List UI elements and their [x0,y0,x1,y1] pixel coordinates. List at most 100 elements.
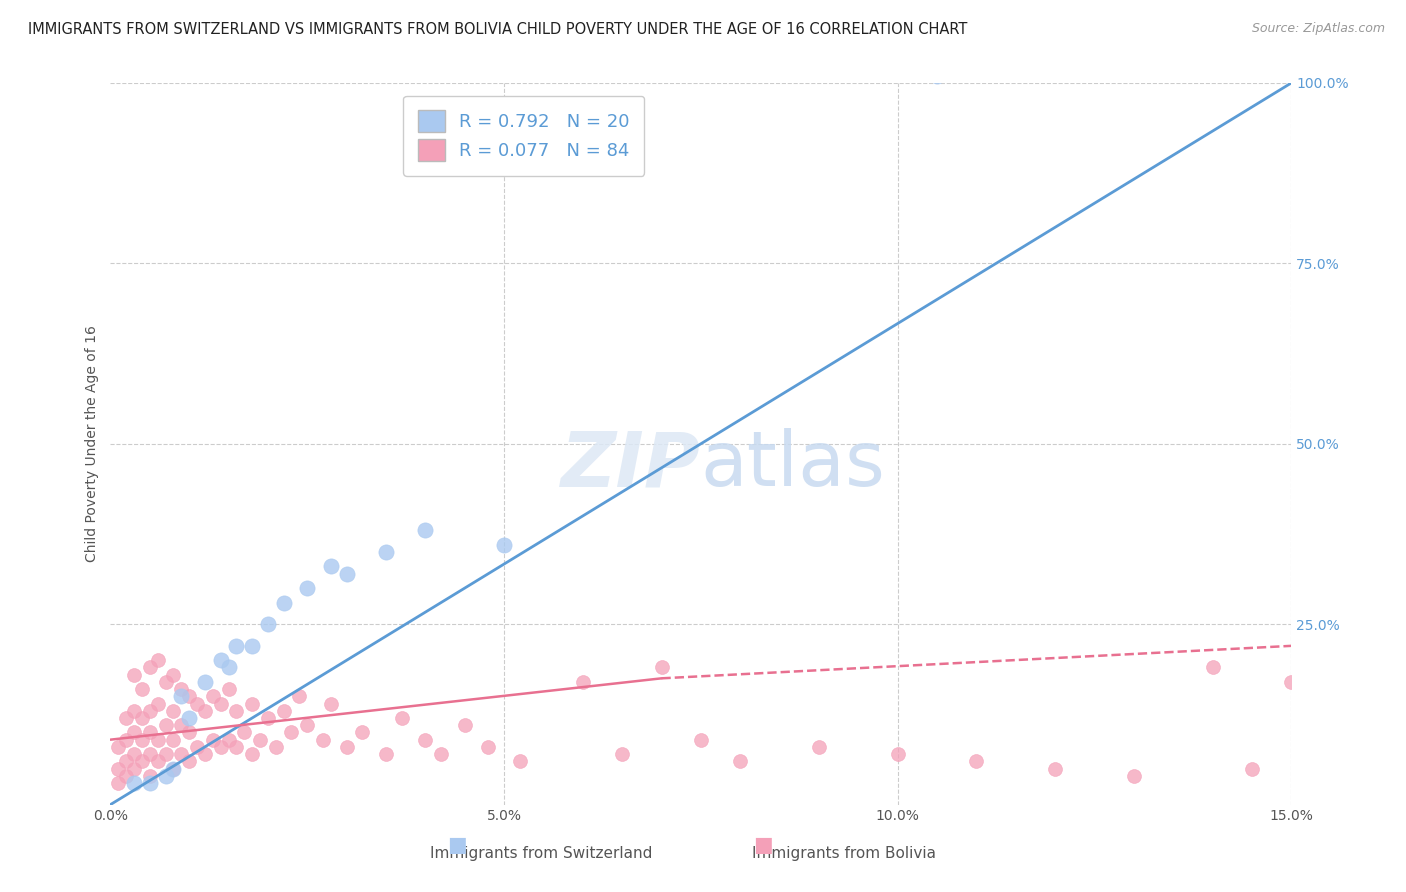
Point [1279,674,1302,689]
Point [155,747,177,761]
Point [131,754,153,768]
Point [186,739,208,754]
Point [122,704,145,718]
Point [155,718,177,732]
Point [179,754,201,768]
Point [240,639,263,653]
Point [610,747,633,761]
Point [146,732,169,747]
Point [454,718,477,732]
Point [170,682,193,697]
Point [352,725,374,739]
Point [179,690,201,704]
Point [122,762,145,776]
Point [139,769,162,783]
Point [319,559,342,574]
Point [122,776,145,790]
Point [218,660,240,674]
Point [218,732,240,747]
Point [312,732,335,747]
Point [139,776,162,790]
Point [146,653,169,667]
Y-axis label: Child Poverty Under the Age of 16: Child Poverty Under the Age of 16 [86,326,100,562]
Point [131,711,153,725]
Point [115,754,138,768]
Point [1201,660,1223,674]
Point [319,697,342,711]
Point [240,697,263,711]
Text: Immigrants from Switzerland: Immigrants from Switzerland [430,846,652,861]
Point [375,747,398,761]
Point [728,754,751,768]
Point [162,762,184,776]
Point [122,747,145,761]
Point [336,739,359,754]
Point [240,747,263,761]
Point [139,747,162,761]
Point [194,747,217,761]
Point [131,732,153,747]
Point [170,718,193,732]
Text: ZIP: ZIP [561,428,700,502]
Point [375,545,398,559]
Point [122,725,145,739]
Point [415,732,437,747]
Text: IMMIGRANTS FROM SWITZERLAND VS IMMIGRANTS FROM BOLIVIA CHILD POVERTY UNDER THE A: IMMIGRANTS FROM SWITZERLAND VS IMMIGRANT… [28,22,967,37]
Point [886,747,908,761]
Point [233,725,256,739]
Text: atlas: atlas [700,428,886,502]
Point [280,725,302,739]
Point [225,739,247,754]
Point [170,747,193,761]
Point [1122,769,1144,783]
Point [107,762,129,776]
Point [115,732,138,747]
Point [273,704,295,718]
Point [571,674,593,689]
Point [162,704,184,718]
Point [162,732,184,747]
Point [209,697,232,711]
Point [139,660,162,674]
Legend: R = 0.792   N = 20, R = 0.077   N = 84: R = 0.792 N = 20, R = 0.077 N = 84 [404,95,644,176]
Point [430,747,453,761]
Point [122,667,145,681]
Point [209,653,232,667]
Point [689,732,711,747]
Point [925,69,948,83]
Point [650,660,672,674]
Point [146,754,169,768]
Point [139,725,162,739]
Point [146,697,169,711]
Point [273,596,295,610]
Point [1043,762,1066,776]
Point [225,704,247,718]
Point [201,690,224,704]
Point [194,674,217,689]
Point [1240,762,1263,776]
Point [415,524,437,538]
Point [162,667,184,681]
Point [170,690,193,704]
Point [201,732,224,747]
Point [115,711,138,725]
Point [218,682,240,697]
Point [391,711,413,725]
Point [107,776,129,790]
Point [494,538,516,552]
Point [115,769,138,783]
Point [297,581,319,595]
Point [131,682,153,697]
Text: ■: ■ [447,835,467,855]
Point [807,739,830,754]
Point [179,711,201,725]
Point [257,711,280,725]
Point [107,739,129,754]
Point [249,732,271,747]
Point [965,754,987,768]
Text: Immigrants from Bolivia: Immigrants from Bolivia [752,846,935,861]
Point [288,690,311,704]
Point [477,739,499,754]
Point [155,769,177,783]
Point [225,639,247,653]
